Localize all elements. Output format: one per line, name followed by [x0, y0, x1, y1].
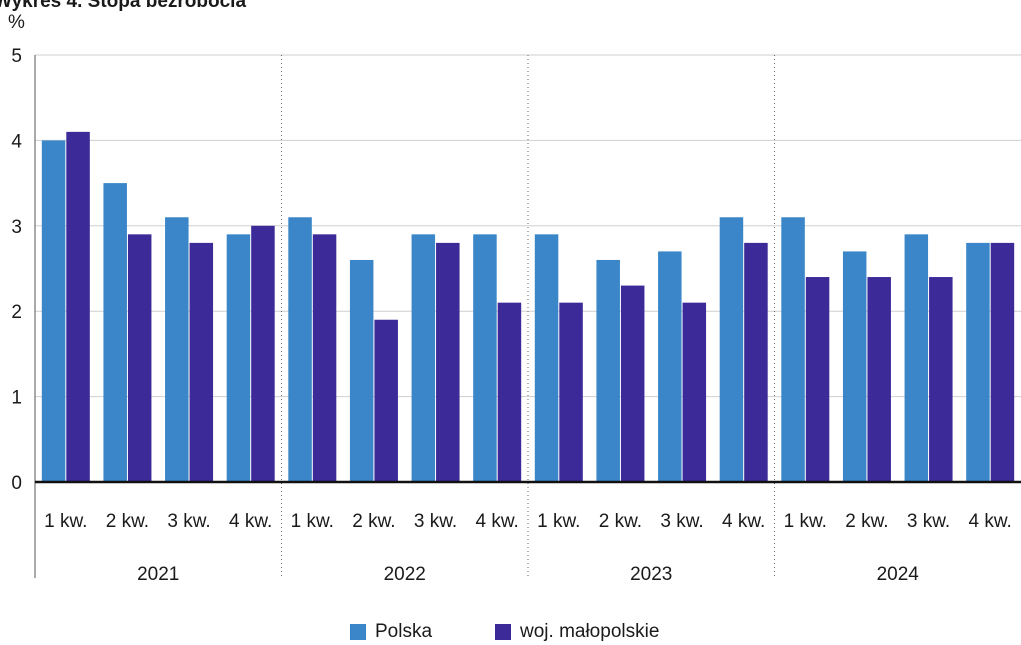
bar-polska	[781, 217, 805, 482]
bar-malopolskie	[990, 242, 1015, 482]
legend-label-polska: Polska	[375, 621, 433, 642]
x-tick-label: 3 kw.	[167, 511, 210, 532]
bar-polska	[165, 217, 189, 482]
bar-polska	[349, 259, 374, 482]
year-label: 2022	[384, 564, 426, 585]
bar-polska	[534, 234, 559, 482]
chart-title: Wykres 4. Stopa bezrobocia	[0, 0, 247, 12]
bar-malopolskie	[682, 302, 707, 482]
x-tick-label: 1 kw.	[784, 511, 827, 532]
chart-legend: Polska woj. małopolskie	[0, 621, 1021, 645]
bar-malopolskie	[620, 285, 645, 482]
bar-malopolskie	[127, 234, 152, 482]
bar-polska	[288, 217, 312, 482]
bar-polska	[103, 183, 127, 482]
year-label: 2023	[630, 564, 672, 585]
x-tick-label: 2 kw.	[845, 511, 888, 532]
bar-malopolskie	[66, 131, 90, 483]
year-label: 2024	[877, 564, 920, 585]
y-tick-label: 0	[11, 473, 22, 494]
bar-malopolskie	[436, 242, 460, 482]
x-tick-label: 2 kw.	[352, 511, 395, 532]
bar-chart: 0 1 2 3 4 5% 1 kw. 2 kw. 3 kw. 4 kw. 1 kw. 2 kw. 3 k…	[8, 12, 1021, 585]
bar-polska	[658, 251, 682, 482]
x-tick-label: 2 kw.	[599, 511, 642, 532]
bar-malopolskie	[805, 277, 830, 482]
bar-malopolskie	[867, 277, 891, 482]
x-tick-label: 4 kw.	[476, 511, 519, 532]
bar-polska	[719, 217, 744, 482]
y-tick-label: 4	[11, 131, 22, 152]
x-tick-label: 1 kw.	[291, 511, 334, 532]
y-tick-label: 1	[11, 388, 22, 409]
bar-polska	[226, 234, 251, 482]
legend-label-malopolskie: woj. małopolskie	[520, 621, 660, 642]
x-tick-label: 4 kw.	[722, 511, 765, 532]
bar-malopolskie	[312, 234, 337, 482]
y-axis-unit-label: %	[8, 12, 25, 33]
bar-malopolskie	[497, 302, 522, 482]
y-tick-label: 3	[11, 217, 22, 238]
x-tick-label: 1 kw.	[537, 511, 580, 532]
legend-item-polska: Polska	[350, 621, 432, 643]
legend-swatch-polska	[350, 624, 366, 640]
x-tick-label: 3 kw.	[414, 511, 457, 532]
bar-malopolskie	[744, 242, 768, 482]
x-tick-label: 4 kw.	[229, 511, 272, 532]
bar-polska	[842, 251, 867, 482]
bar-malopolskie	[251, 225, 275, 483]
x-tick-label: 4 kw.	[969, 511, 1012, 532]
year-label: 2021	[137, 564, 179, 585]
legend-item-malopolskie: woj. małopolskie	[495, 621, 659, 643]
bar-malopolskie	[189, 242, 214, 482]
bar-malopolskie	[374, 319, 398, 482]
x-tick-label: 3 kw.	[660, 511, 703, 532]
legend-swatch-malopolskie	[495, 624, 511, 640]
bar-polska	[473, 234, 497, 482]
bar-polska	[411, 234, 436, 482]
bar-polska	[904, 234, 929, 482]
y-tick-label: 5	[11, 46, 22, 67]
bar-polska	[596, 259, 620, 482]
x-tick-label: 2 kw.	[106, 511, 149, 532]
y-tick-label: 2	[11, 302, 22, 323]
bar-malopolskie	[559, 302, 583, 482]
bar-malopolskie	[929, 277, 953, 482]
bar-polska	[41, 140, 66, 482]
x-tick-label: 3 kw.	[907, 511, 950, 532]
x-tick-label: 1 kw.	[44, 511, 87, 532]
bar-polska	[966, 242, 990, 482]
